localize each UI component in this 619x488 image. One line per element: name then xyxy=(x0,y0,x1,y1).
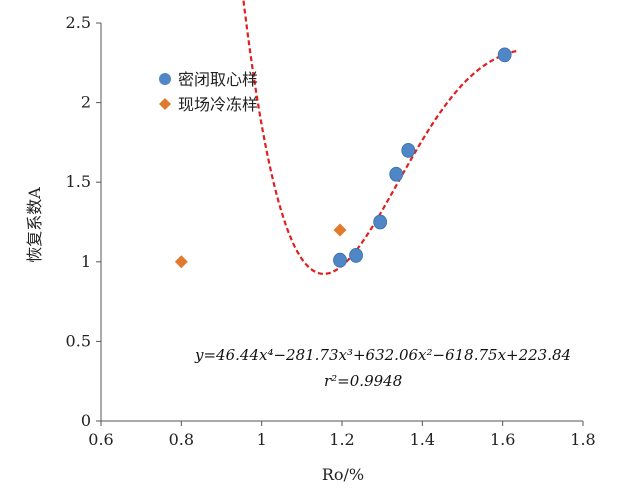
x-tick-label: 1.4 xyxy=(410,430,435,449)
legend-marker-circle xyxy=(159,73,171,85)
data-point-circle xyxy=(333,252,347,268)
data-point-diamond xyxy=(333,223,347,237)
legend: 密闭取心样 现场冷冻样 xyxy=(159,70,258,114)
y-tick-label: 1.5 xyxy=(66,172,91,191)
data-point-circle xyxy=(349,248,363,263)
x-axis-title: Ro/% xyxy=(322,465,364,484)
data-point-circle xyxy=(401,142,416,158)
fit-curve xyxy=(242,0,519,275)
x-tick-label: 1.6 xyxy=(490,430,515,449)
y-tick-label: 0 xyxy=(81,411,91,430)
y-axis-title: 恢复系数A xyxy=(25,187,44,263)
x-ticks: 0.6 0.8 1 1.2 1.4 1.6 1.8 xyxy=(88,421,596,449)
data-point-circle xyxy=(497,47,512,63)
data-point-diamond xyxy=(174,255,188,269)
x-tick-label: 1.8 xyxy=(570,430,595,449)
y-tick-label: 2.5 xyxy=(66,13,91,32)
data-points xyxy=(174,47,512,269)
data-point-circle xyxy=(389,166,404,182)
legend-marker-diamond xyxy=(159,98,171,110)
fit-r2: r²=0.9948 xyxy=(324,372,402,390)
data-point-circle xyxy=(373,214,388,230)
y-tick-label: 2 xyxy=(81,93,91,112)
fit-layer xyxy=(242,0,519,275)
x-tick-label: 0.8 xyxy=(169,430,194,449)
legend-label-1: 现场冷冻样 xyxy=(178,95,258,114)
fit-equation: y=46.44x⁴−281.73x³+632.06x²−618.75x+223.… xyxy=(194,346,571,364)
x-tick-label: 1 xyxy=(257,430,267,449)
legend-label-0: 密闭取心样 xyxy=(178,70,258,89)
x-tick-label: 1.2 xyxy=(329,430,354,449)
y-tick-label: 0.5 xyxy=(66,331,91,350)
x-tick-label: 0.6 xyxy=(88,430,113,449)
y-tick-label: 1 xyxy=(81,252,91,271)
y-ticks: 0 0.5 1 1.5 2 2.5 xyxy=(66,13,101,430)
